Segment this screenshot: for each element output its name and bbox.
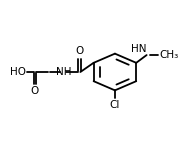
Text: HO: HO <box>10 67 26 77</box>
Text: NH: NH <box>56 67 71 77</box>
Text: O: O <box>75 46 84 56</box>
Text: CH₃: CH₃ <box>159 50 178 60</box>
Text: O: O <box>31 86 39 96</box>
Text: Cl: Cl <box>110 100 120 110</box>
Text: HN: HN <box>131 44 147 54</box>
